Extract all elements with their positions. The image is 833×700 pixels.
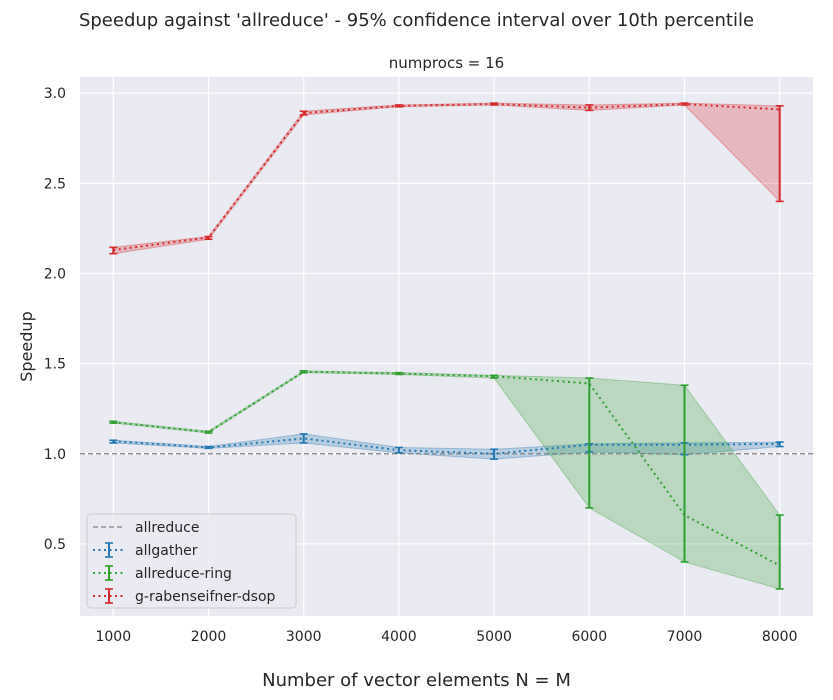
y-tick-label: 1.0 <box>44 447 66 463</box>
legend-label-g-rabenseifner-dsop: g-rabenseifner-dsop <box>135 589 276 605</box>
y-tick-label: 3.0 <box>44 86 66 102</box>
x-tick-label: 3000 <box>286 629 322 645</box>
series-line-g-rabenseifner-dsop <box>113 103 780 252</box>
legend-label-allgather: allgather <box>135 543 198 559</box>
x-tick-label: 4000 <box>381 629 417 645</box>
chart-title: numprocs = 16 <box>389 54 504 72</box>
x-tick-label: 1000 <box>95 629 131 645</box>
x-tick-label: 5000 <box>476 629 512 645</box>
x-axis-label: Number of vector elements N = M <box>262 670 571 691</box>
y-tick-label: 2.5 <box>44 176 66 192</box>
x-tick-label: 6000 <box>571 629 607 645</box>
legend-box <box>86 513 297 609</box>
x-tick-label: 7000 <box>667 629 703 645</box>
legend-label-allreduce: allreduce <box>135 520 200 536</box>
y-tick-label: 0.5 <box>44 537 66 553</box>
y-axis-label: Speedup <box>17 311 36 381</box>
error-bars <box>109 102 784 590</box>
legend: allreduce allgather allreduce-ring g-rabens… <box>86 513 297 609</box>
series-lines <box>113 103 781 567</box>
y-tick-label: 1.5 <box>44 357 66 373</box>
y-tick-labels: 0.5 1.0 1.5 2.0 2.5 3.0 <box>44 86 66 553</box>
y-tick-label: 2.0 <box>44 266 66 282</box>
x-tick-label: 2000 <box>191 629 227 645</box>
x-tick-label: 8000 <box>762 629 798 645</box>
legend-label-allreduce-ring: allreduce-ring <box>135 566 232 582</box>
series-line-allgather <box>113 437 780 455</box>
x-tick-labels: 1000 2000 3000 4000 5000 6000 7000 8000 <box>95 629 797 645</box>
figure-title: Speedup against 'allreduce' - 95% confid… <box>78 10 755 31</box>
